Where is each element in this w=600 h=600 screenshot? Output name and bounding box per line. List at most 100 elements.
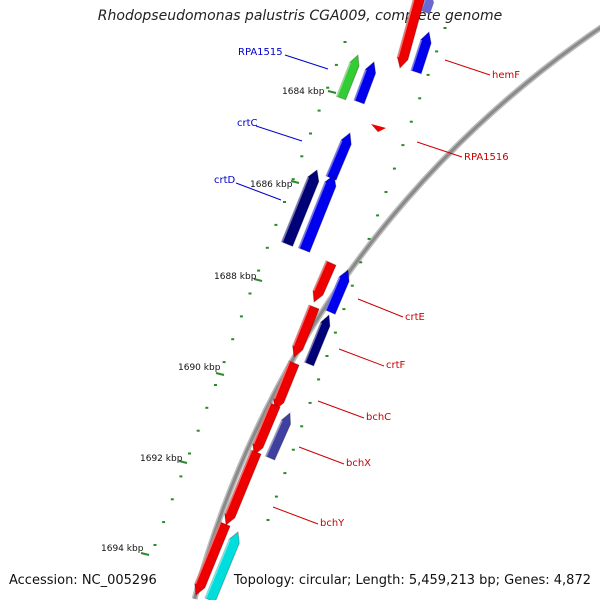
gene-crtf xyxy=(292,304,320,358)
gene-crtd-dark-shine xyxy=(281,176,310,243)
track-dot-right-19 xyxy=(283,472,287,475)
rev-leader-1 xyxy=(416,141,463,158)
gene-bchx-shine xyxy=(252,402,272,445)
track-dot-left-22 xyxy=(153,544,157,546)
track-dot-left-21 xyxy=(162,521,166,524)
gene-hemf-fwd xyxy=(410,31,432,75)
track-dot-right-11 xyxy=(350,284,354,287)
gene-bottom-red-shine xyxy=(194,521,222,585)
track-dot-right-18 xyxy=(291,448,295,451)
gene-hemf xyxy=(396,0,425,70)
track-dot-left-10 xyxy=(257,269,261,272)
track-dot-left-14 xyxy=(222,361,226,364)
genome-summary: Topology: circular; Length: 5,459,213 bp… xyxy=(233,573,591,588)
gene-crtc xyxy=(325,132,352,181)
fwd-label-2: crtD xyxy=(214,175,236,186)
rev-leader-6 xyxy=(272,506,319,525)
gene-crte xyxy=(312,260,337,303)
scale-tick-2 xyxy=(253,278,263,282)
track-dot-right-16 xyxy=(308,401,312,404)
rev-label-6: bchY xyxy=(320,518,345,529)
track-dot-left-20 xyxy=(170,498,174,501)
track-dot-left-6 xyxy=(291,178,295,181)
gene-crte-shine xyxy=(312,260,328,292)
gene-crtd xyxy=(297,174,337,253)
rev-label-2: crtE xyxy=(405,312,425,323)
track-dot-right-15 xyxy=(317,378,321,381)
scale-tick-1 xyxy=(290,180,300,184)
fwd-leader-1 xyxy=(255,125,303,142)
track-dot-right-3 xyxy=(418,97,422,100)
gene-crtc-shine xyxy=(325,139,343,177)
gene-bottom-cyan-shine xyxy=(204,539,231,599)
gene-rpa1515-green xyxy=(335,53,360,101)
gene-crtd-shine xyxy=(298,181,327,249)
track-dot-left-19 xyxy=(179,475,183,478)
scale-tick-4 xyxy=(178,460,188,464)
rev-label-0: hemF xyxy=(492,70,520,81)
gene-hemf-shine xyxy=(396,0,415,58)
gene-bchx-fwd-shine xyxy=(264,419,283,457)
gene-rpa1516 xyxy=(371,124,386,132)
gene-bchx-fwd xyxy=(264,411,292,461)
track-dot-right-13 xyxy=(333,331,337,334)
backbone-shadow xyxy=(191,24,600,600)
rev-label-5: bchX xyxy=(346,458,371,469)
gene-crte-fwd xyxy=(324,269,350,315)
rev-label-3: crtF xyxy=(386,360,406,371)
scale-tick-label-4: 1692 kbp xyxy=(140,454,183,464)
gene-bchy-shine xyxy=(224,449,253,515)
track-dot-left-3 xyxy=(317,109,321,112)
track-dot-left-0 xyxy=(343,41,347,43)
fwd-label-1: crtC xyxy=(237,118,258,129)
track-dot-right-4 xyxy=(409,120,413,123)
track-dot-right-8 xyxy=(376,214,380,217)
track-dot-left-15 xyxy=(214,384,217,386)
accession-text: Accession: NC_005296 xyxy=(9,573,157,588)
rev-label-4: bchC xyxy=(366,412,391,423)
track-dot-right-20 xyxy=(274,495,278,498)
gene-crte-fwd-shine xyxy=(324,276,341,311)
fwd-label-0: RPA1515 xyxy=(238,47,283,58)
track-dot-right-7 xyxy=(384,191,388,193)
gene-rpa1515-shine xyxy=(353,69,367,101)
track-dot-left-16 xyxy=(205,406,209,409)
track-dot-left-4 xyxy=(309,132,312,135)
track-dot-left-9 xyxy=(265,246,269,249)
scale-tick-label-2: 1688 kbp xyxy=(214,272,257,282)
track-dot-left-13 xyxy=(231,338,235,341)
rev-leader-2 xyxy=(357,298,404,318)
gene-rpa1515-green-shine xyxy=(335,62,352,97)
scale-tick-3 xyxy=(215,372,225,376)
track-dot-right-6 xyxy=(392,167,396,170)
gene-bchx xyxy=(252,402,281,456)
track-dot-right-10 xyxy=(359,261,363,264)
track-dot-right-0 xyxy=(443,27,447,29)
track-dot-right-9 xyxy=(367,237,371,240)
scale-tick-label-0: 1684 kbp xyxy=(282,87,325,97)
gene-crtf-fwd-shine xyxy=(303,322,323,363)
scale-tick-5 xyxy=(140,552,150,556)
gene-bottom-cyan xyxy=(204,531,240,600)
scale-tick-label-5: 1694 kbp xyxy=(101,544,144,554)
rev-leader-3 xyxy=(338,348,385,367)
track-dot-right-5 xyxy=(401,144,405,147)
rev-label-1: RPA1516 xyxy=(464,152,509,163)
rev-leader-4 xyxy=(317,400,365,419)
track-dot-left-17 xyxy=(196,429,200,432)
track-dot-right-21 xyxy=(266,519,270,521)
map-title: Rhodopseudomonas palustris CGA009, compl… xyxy=(97,8,503,24)
gene-bchc xyxy=(273,360,300,411)
track-dot-left-11 xyxy=(248,292,252,295)
gene-rpa1515 xyxy=(353,61,377,105)
track-dot-left-8 xyxy=(274,223,278,226)
rev-leader-5 xyxy=(298,446,345,465)
backbone xyxy=(193,26,600,600)
track-dot-left-18 xyxy=(188,452,191,455)
track-dot-left-2 xyxy=(326,86,330,89)
rev-leader-0 xyxy=(444,59,491,76)
gene-crtd-dark xyxy=(280,169,320,247)
gene-bottom-red xyxy=(194,521,231,596)
gene-bchc-shine xyxy=(273,360,291,400)
